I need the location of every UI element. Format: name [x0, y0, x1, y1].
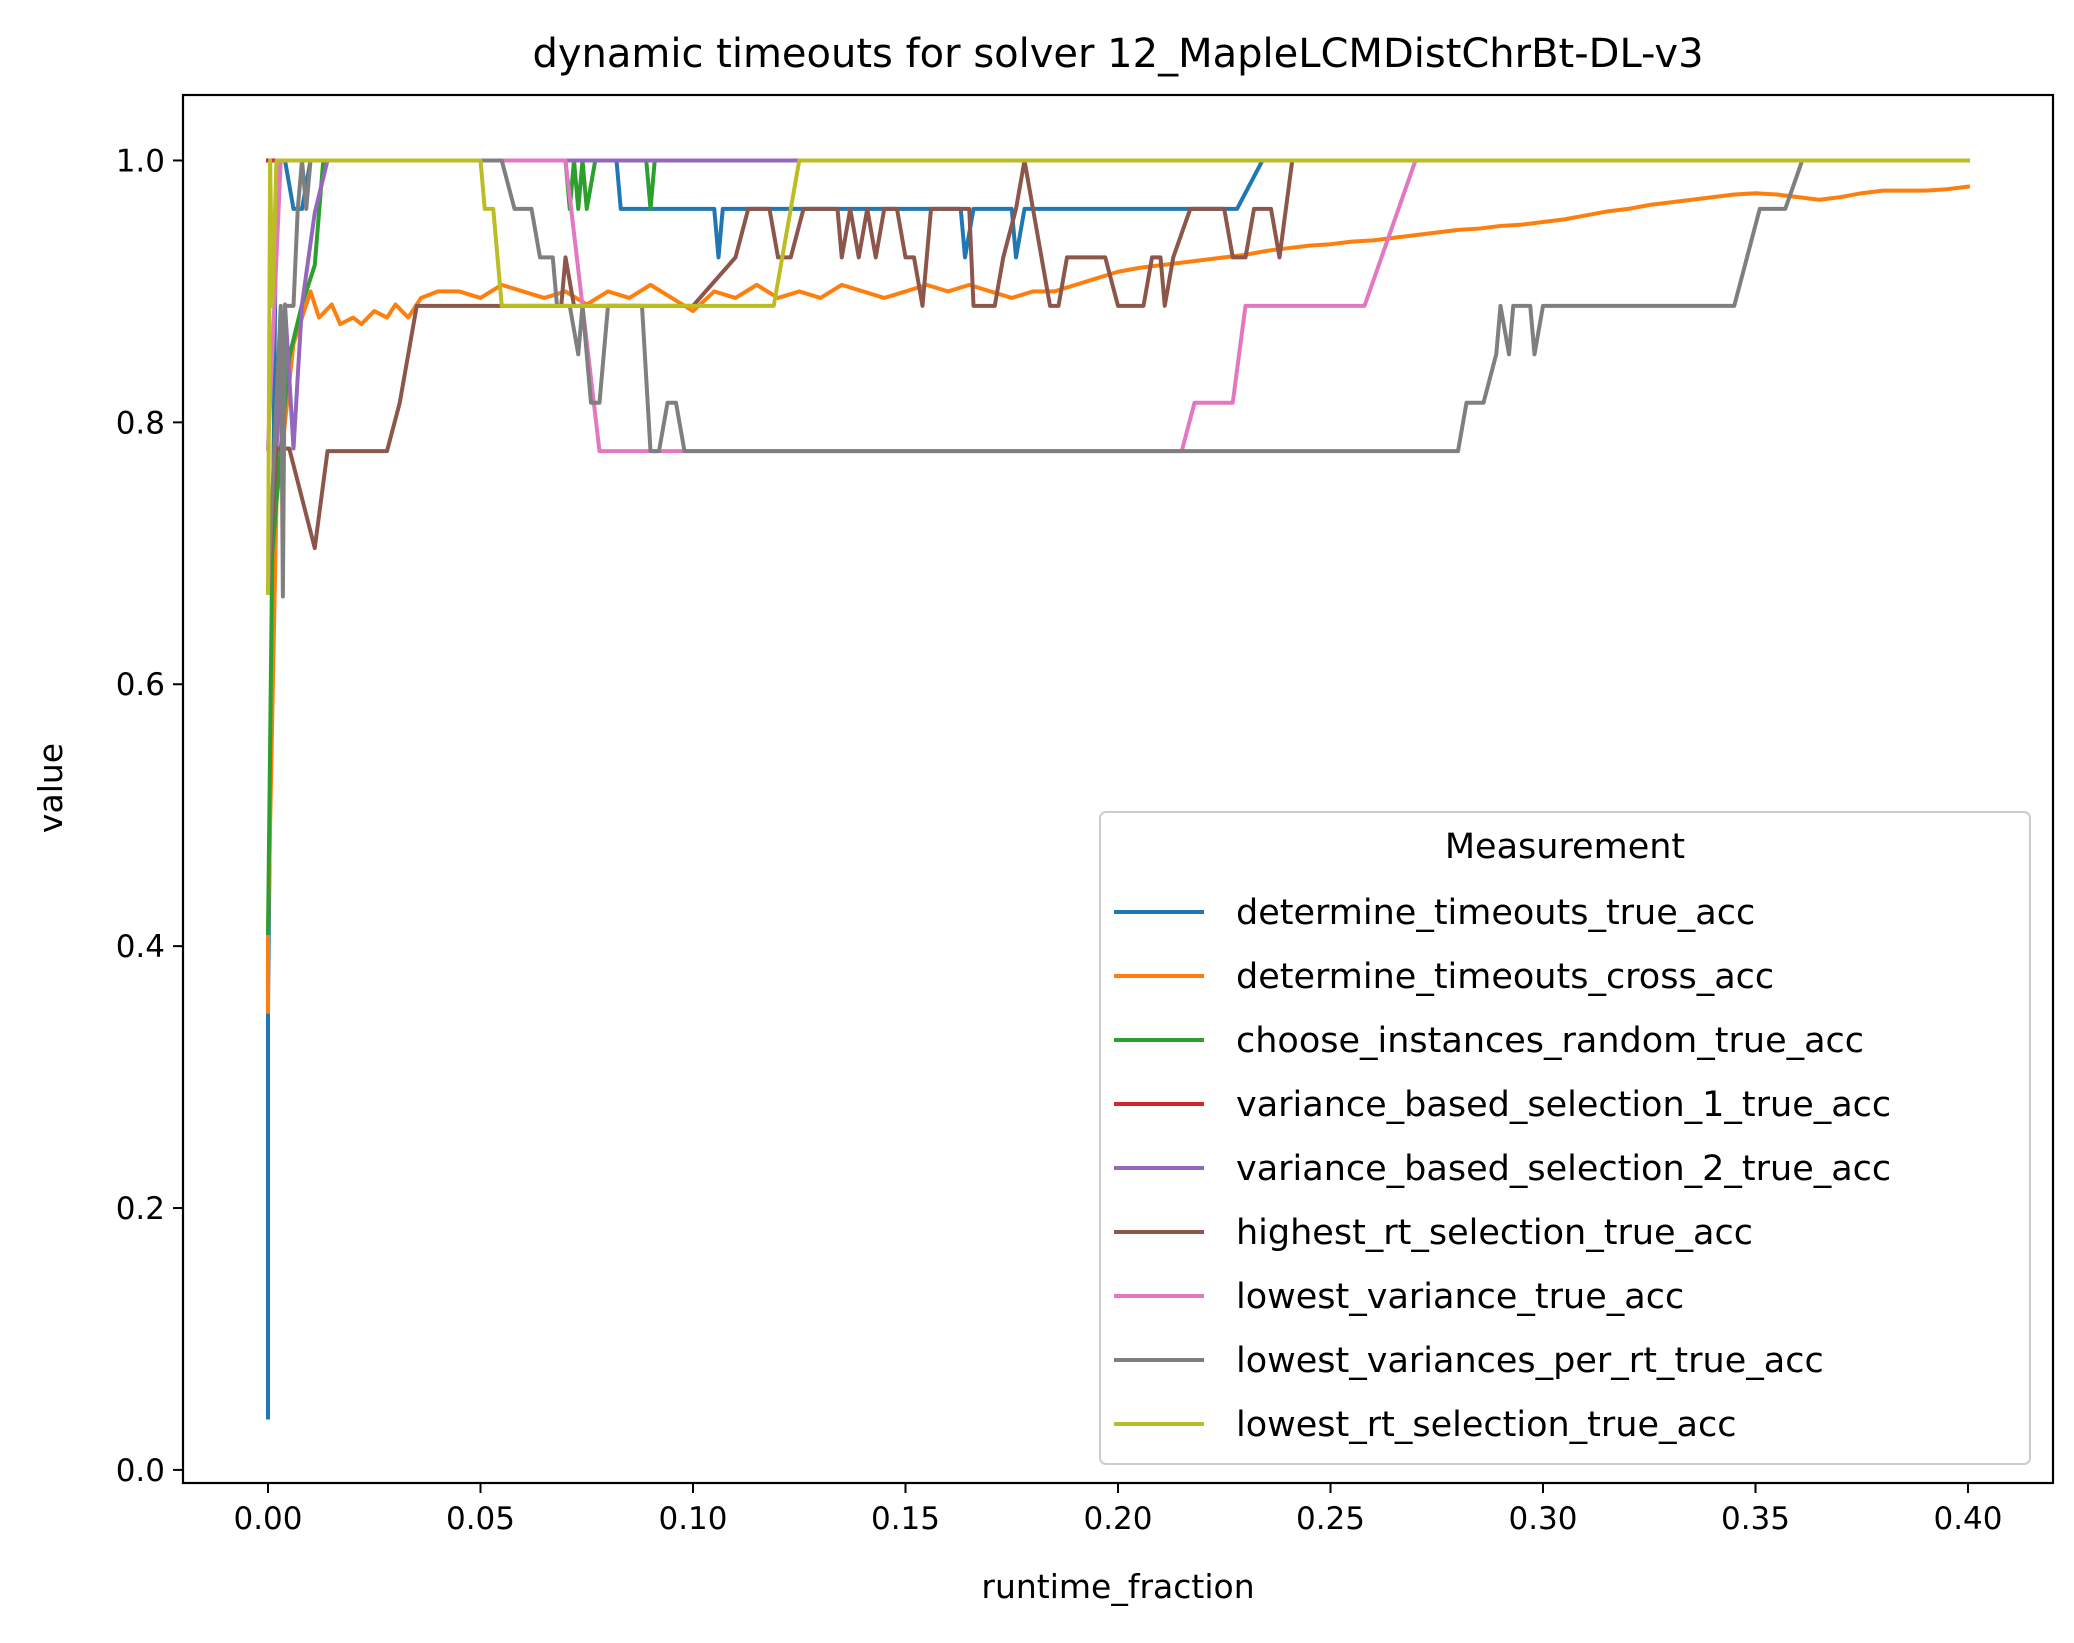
- x-tick-label: 0.05: [446, 1501, 515, 1537]
- x-tick-label: 0.35: [1721, 1501, 1790, 1537]
- series-line-determine_timeouts_cross_acc: [266, 184, 1971, 1014]
- series-line-highest_rt_selection_true_acc: [265, 158, 1970, 595]
- x-tick-label: 0.00: [233, 1501, 302, 1537]
- y-tick-label: 1.0: [116, 143, 165, 179]
- y-tick-label: 0.2: [116, 1191, 165, 1227]
- series-line-lowest_rt_selection_true_acc: [265, 158, 1970, 595]
- y-tick-label: 0.0: [116, 1453, 165, 1489]
- plot-area: [265, 158, 1971, 1420]
- y-axis-label: value: [31, 743, 70, 833]
- legend-label: variance_based_selection_1_true_acc: [1236, 1085, 1891, 1125]
- chart-title: dynamic timeouts for solver 12_MapleLCMD…: [532, 31, 1703, 77]
- y-tick-label: 0.4: [116, 929, 165, 965]
- x-tick-label: 0.10: [658, 1501, 727, 1537]
- x-tick-label: 0.20: [1083, 1501, 1152, 1537]
- legend-label: lowest_rt_selection_true_acc: [1236, 1405, 1736, 1445]
- y-axis: 0.0 0.2 0.4 0.6 0.8 1.0: [116, 143, 183, 1489]
- x-axis-label: runtime_fraction: [981, 1567, 1254, 1606]
- legend: Measurement determine_timeouts_true_accd…: [1099, 811, 2031, 1465]
- legend-label: lowest_variance_true_acc: [1236, 1277, 1684, 1317]
- legend-items: determine_timeouts_true_acc determine_tim…: [1114, 893, 1891, 1445]
- y-tick-label: 0.6: [116, 667, 165, 703]
- legend-label: choose_instances_random_true_acc: [1236, 1021, 1864, 1061]
- x-tick-label: 0.15: [871, 1501, 940, 1537]
- legend-title: Measurement: [1445, 827, 1685, 867]
- legend-label: determine_timeouts_true_acc: [1236, 893, 1755, 933]
- legend-label: variance_based_selection_2_true_acc: [1236, 1149, 1891, 1189]
- x-axis: 0.00 0.05 0.10 0.15 0.20 0.25 0.30 0.35 0.40: [233, 1483, 2003, 1537]
- series-line-determine_timeouts_true_acc: [266, 158, 1970, 1420]
- y-tick-label: 0.8: [116, 405, 165, 441]
- x-tick-label: 0.25: [1296, 1501, 1365, 1537]
- series-line-variance_based_selection_2_true_acc: [265, 158, 1970, 595]
- x-tick-label: 0.30: [1508, 1501, 1577, 1537]
- legend-label: lowest_variances_per_rt_true_acc: [1236, 1341, 1824, 1381]
- legend-label: determine_timeouts_cross_acc: [1236, 957, 1774, 997]
- legend-label: highest_rt_selection_true_acc: [1236, 1213, 1753, 1253]
- legend-frame: [1099, 811, 2031, 1465]
- x-tick-label: 0.40: [1933, 1501, 2002, 1537]
